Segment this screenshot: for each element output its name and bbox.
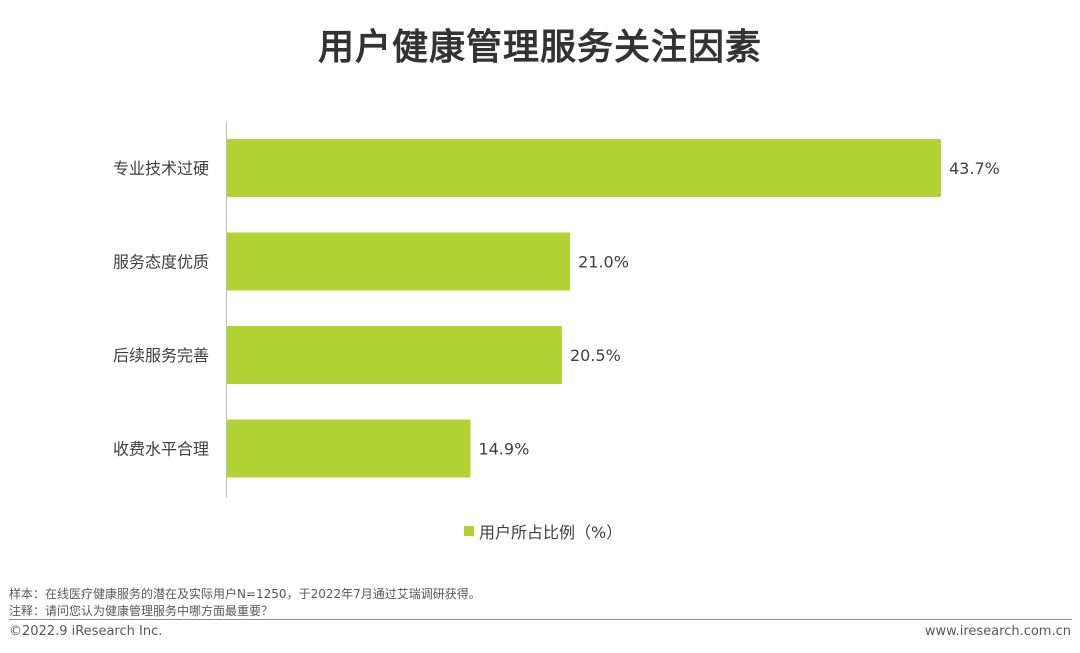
- bar: [227, 419, 471, 478]
- value-label: 43.7%: [949, 159, 1000, 178]
- chart-title: 用户健康管理服务关注因素: [317, 27, 762, 68]
- value-label: 21.0%: [578, 253, 629, 272]
- bar: [227, 326, 562, 384]
- value-labels-group: 43.7% 21.0% 20.5% 14.9%: [478, 159, 999, 459]
- value-label: 14.9%: [478, 440, 529, 459]
- remark-note: 注释：请问您认为健康管理服务中哪方面最重要？: [9, 604, 274, 618]
- bar: [227, 139, 941, 197]
- copyright-text: ©2022.9 iResearch Inc.: [9, 624, 163, 639]
- sample-note: 样本：在线医疗健康服务的潜在及实际用户N=1250，于2022年7月通过艾瑞调研…: [9, 587, 481, 601]
- category-label: 收费水平合理: [113, 440, 209, 459]
- website-link[interactable]: www.iresearch.com.cn: [924, 624, 1071, 639]
- legend-label: 用户所占比例（%）: [479, 523, 623, 542]
- category-label: 专业技术过硬: [113, 159, 209, 178]
- bar: [227, 232, 571, 291]
- bars-group: [227, 139, 941, 478]
- legend-swatch: [464, 526, 474, 536]
- value-label: 20.5%: [570, 346, 621, 365]
- category-label: 后续服务完善: [113, 346, 209, 365]
- legend: 用户所占比例（%）: [464, 519, 622, 543]
- category-label: 服务态度优质: [113, 253, 209, 272]
- footer-divider: [9, 619, 1072, 620]
